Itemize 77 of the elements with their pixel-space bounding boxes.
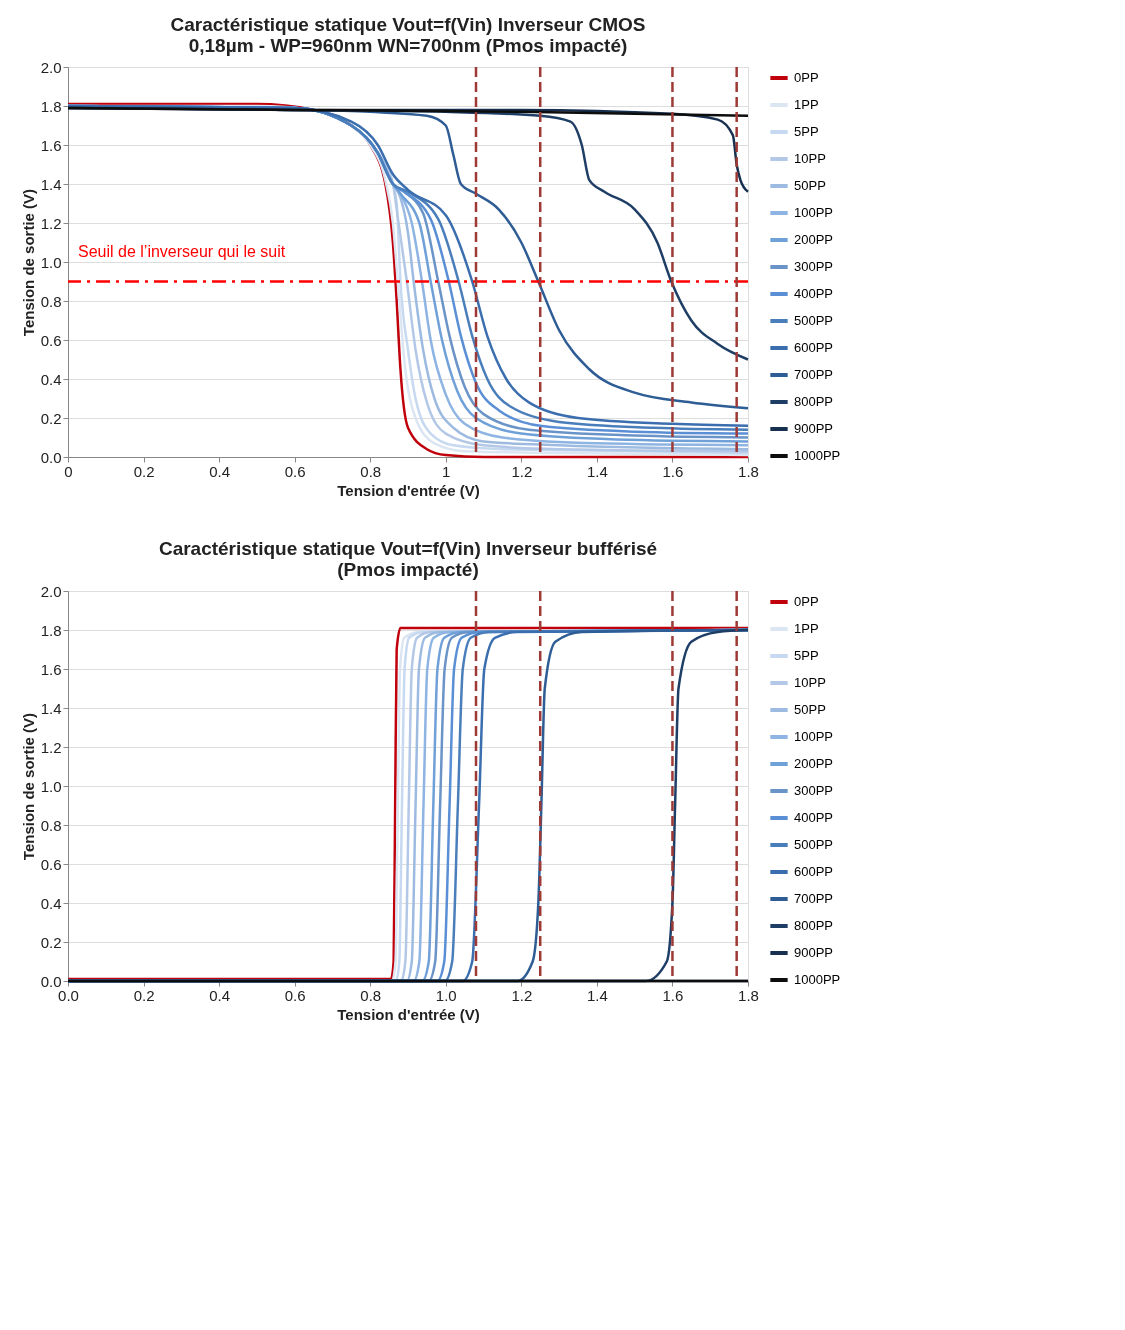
legend-label: 500PP <box>794 313 834 328</box>
x-tick-label: 0.4 <box>209 462 231 480</box>
legend-label: 0PP <box>794 70 819 85</box>
x-tick-label: 1.2 <box>511 986 533 1004</box>
legend-label: 700PP <box>794 891 834 906</box>
y-tick-label: 1.4 <box>40 175 62 193</box>
legend-label: 10PP <box>794 675 826 690</box>
legend-label: 1000PP <box>794 448 841 463</box>
legend-label: 0PP <box>794 594 819 609</box>
legend-label: 50PP <box>794 178 826 193</box>
y-tick-label: 0.4 <box>40 894 62 912</box>
legend-label: 5PP <box>794 124 819 139</box>
x-axis-title: Tension d'entrée (V) <box>337 481 480 499</box>
x-axis-title: Tension d'entrée (V) <box>337 1005 480 1023</box>
x-tick-label: 0.2 <box>133 462 155 480</box>
legend-label: 400PP <box>794 810 834 825</box>
legend-label: 200PP <box>794 232 834 247</box>
y-tick-label: 0.8 <box>40 816 62 834</box>
legend-label: 1PP <box>794 97 819 112</box>
y-tick-label: 2.0 <box>40 582 62 600</box>
y-tick-label: 1.8 <box>40 621 62 639</box>
legend-label: 100PP <box>794 205 834 220</box>
y-axis-title: Tension de sortie (V) <box>19 188 37 337</box>
y-tick-label: 2.0 <box>40 58 62 76</box>
legend-label: 600PP <box>794 340 834 355</box>
y-tick-label: 0.2 <box>40 409 62 427</box>
x-tick-label: 1.4 <box>586 462 608 480</box>
chart-title: Caractéristique statique Vout=f(Vin) Inverseur bufférisé (Pmos impacté) <box>158 538 658 580</box>
y-tick-label: 1.2 <box>40 738 62 756</box>
legend-label: 5PP <box>794 648 819 663</box>
legend-label: 800PP <box>794 918 834 933</box>
x-tick-label: 1.4 <box>586 986 608 1004</box>
x-tick-label: 0.6 <box>284 462 306 480</box>
legend-label: 500PP <box>794 837 834 852</box>
y-tick-label: 1.8 <box>40 97 62 115</box>
chart-title: Caractéristique statique Vout=f(Vin) Inverseur CMOS 0,18µm - WP=960nm WN=700nm (Pmos impacté) <box>170 14 646 56</box>
y-tick-label: 1.0 <box>40 777 62 795</box>
y-tick-label: 1.6 <box>40 136 62 154</box>
x-tick-label: 1.6 <box>662 986 684 1004</box>
y-tick-label: 0.6 <box>40 855 62 873</box>
legend-label: 1PP <box>794 621 819 636</box>
x-tick-label: 1.6 <box>662 462 684 480</box>
x-tick-label: 1.2 <box>511 462 533 480</box>
legend-label: 300PP <box>794 783 834 798</box>
legend-label: 100PP <box>794 729 834 744</box>
legend-label: 700PP <box>794 367 834 382</box>
ref-line-label: Seuil de l’inverseur qui le suit <box>78 242 286 260</box>
y-tick-label: 1.0 <box>40 253 62 271</box>
x-tick-label: 1.0 <box>435 986 457 1004</box>
legend-label: 300PP <box>794 259 834 274</box>
y-tick-label: 1.6 <box>40 660 62 678</box>
y-tick-label: 0.4 <box>40 370 62 388</box>
legend-label: 50PP <box>794 702 826 717</box>
legend-label: 800PP <box>794 394 834 409</box>
legend-label: 400PP <box>794 286 834 301</box>
legend-label: 600PP <box>794 864 834 879</box>
legend-label: 10PP <box>794 151 826 166</box>
y-axis-title: Tension de sortie (V) <box>19 712 37 861</box>
y-tick-label: 0.8 <box>40 292 62 310</box>
legend-label: 1000PP <box>794 972 841 987</box>
x-tick-label: 0.8 <box>360 462 382 480</box>
x-tick-label: 0.6 <box>284 986 306 1004</box>
y-tick-label: 0.2 <box>40 933 62 951</box>
x-tick-label: 0 <box>64 462 73 480</box>
y-tick-label: 0.0 <box>40 448 62 466</box>
legend-label: 900PP <box>794 945 834 960</box>
x-tick-label: 1.8 <box>738 462 759 480</box>
x-tick-label: 1.8 <box>738 986 759 1004</box>
x-tick-label: 0.2 <box>133 986 155 1004</box>
legend-label: 200PP <box>794 756 834 771</box>
x-tick-label: 0.8 <box>360 986 382 1004</box>
y-tick-label: 1.4 <box>40 699 62 717</box>
legend-label: 900PP <box>794 421 834 436</box>
y-tick-label: 1.2 <box>40 214 62 232</box>
x-tick-label: 1 <box>442 462 451 480</box>
x-tick-label: 0.4 <box>209 986 231 1004</box>
y-tick-label: 0.6 <box>40 331 62 349</box>
